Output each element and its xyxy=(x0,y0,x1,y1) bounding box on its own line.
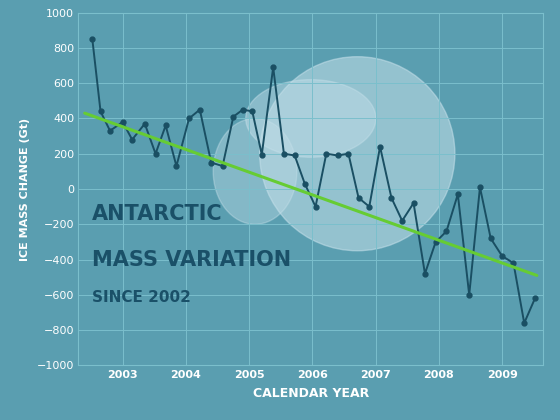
Ellipse shape xyxy=(213,118,297,224)
Y-axis label: ICE MASS CHANGE (Gt): ICE MASS CHANGE (Gt) xyxy=(20,118,30,260)
Text: MASS VARIATION: MASS VARIATION xyxy=(92,250,291,270)
Text: SINCE 2002: SINCE 2002 xyxy=(92,290,191,305)
Ellipse shape xyxy=(260,57,455,251)
X-axis label: CALENDAR YEAR: CALENDAR YEAR xyxy=(253,386,369,399)
Ellipse shape xyxy=(246,80,376,157)
Text: ANTARCTIC: ANTARCTIC xyxy=(92,204,223,224)
